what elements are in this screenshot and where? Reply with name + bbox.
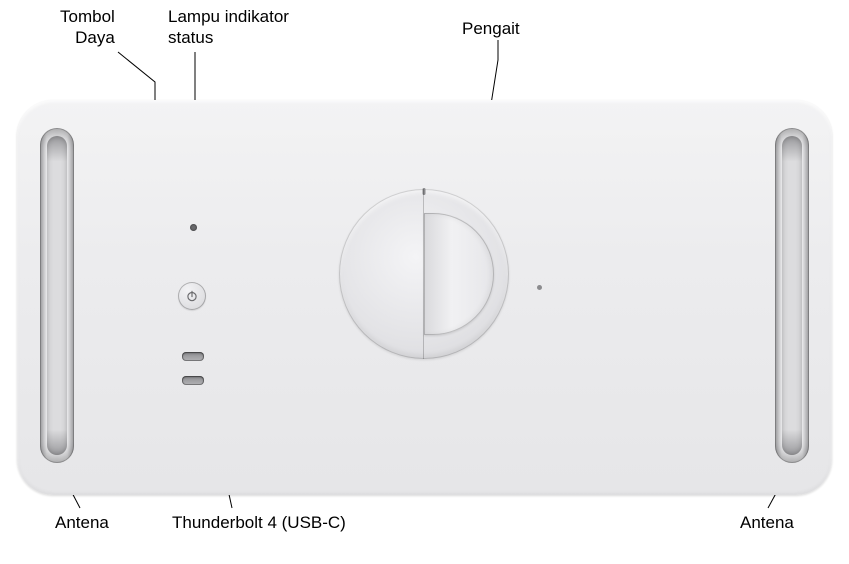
power-button[interactable] [178, 282, 206, 310]
status-indicator-light [190, 224, 197, 231]
antenna-right [775, 128, 809, 463]
power-icon [185, 289, 199, 303]
thunderbolt-port-2 [182, 376, 204, 385]
latch-alignment-dot [537, 285, 542, 290]
latch-split-line [423, 189, 424, 359]
antenna-left [40, 128, 74, 463]
thunderbolt-port-1 [182, 352, 204, 361]
